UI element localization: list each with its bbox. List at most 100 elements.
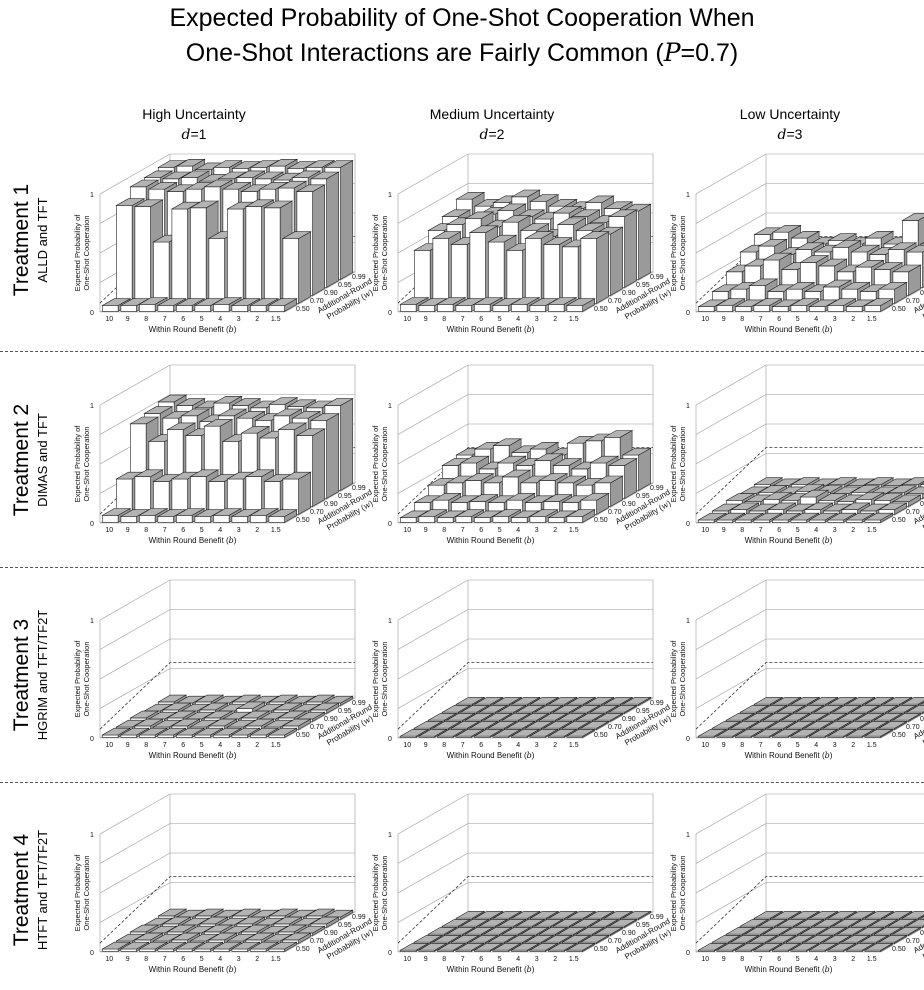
bar — [789, 728, 820, 738]
bar-top-face — [589, 705, 620, 713]
bar-top-face — [863, 729, 894, 737]
bar-top-face — [143, 406, 174, 414]
column-heading-label: Medium Uncertainty — [429, 106, 555, 122]
bar-front-face — [245, 206, 263, 304]
bar-top-face — [277, 924, 308, 933]
bar-top-face — [468, 225, 499, 233]
bar-top-face — [235, 916, 266, 925]
title-line-2-suffix: =0.7) — [680, 39, 739, 67]
w-variable: w — [660, 500, 671, 511]
bar-top-face — [533, 453, 564, 461]
b-tick-label: 7 — [461, 742, 465, 749]
z-axis-label-line-1: Expected Probability of — [73, 854, 82, 932]
bar-top-face — [193, 941, 224, 950]
w-tick-label: 0.50 — [296, 517, 310, 524]
x-axis-label: Within Round Benefit (b) — [447, 751, 535, 760]
bar-top-face — [840, 282, 871, 290]
bar — [515, 704, 546, 714]
b-tick-label: 1.5 — [867, 527, 877, 534]
bar — [715, 728, 746, 738]
bar-top-face — [491, 729, 522, 737]
gridline — [397, 793, 653, 835]
bar-top-face — [905, 705, 924, 713]
bar-top-face — [715, 298, 746, 306]
bar-top-face — [729, 935, 760, 943]
bar-top-face — [919, 482, 924, 485]
b-tick-label: 1.5 — [569, 956, 579, 963]
column-heading-d: d=1 — [44, 124, 344, 145]
bar-top-face — [138, 727, 169, 736]
bar — [570, 704, 601, 714]
panel-treatment-4-d2: 0 1 10 9 8 7 6 5 4 3 2 1.5 0.500.700.900.950.99 Withi… — [371, 793, 673, 974]
z-axis-label-line-2: One-Shot Cooperation — [678, 855, 687, 930]
bar-front-face — [437, 517, 454, 523]
d-variable: d — [777, 127, 787, 143]
z-axis-label: Expected Probability of One-Shot Cooperat… — [669, 640, 687, 718]
bar — [399, 728, 430, 738]
bar-front-face — [213, 514, 230, 523]
bar-top-face — [891, 927, 922, 935]
figure-title-line-2: One-Shot Interactions are Fairly Common … — [0, 38, 924, 68]
bar-top-face — [212, 508, 243, 516]
bar-top-face — [268, 159, 299, 167]
bar-front-face — [231, 305, 248, 312]
bar-top-face — [441, 209, 472, 217]
bar-front-face — [432, 238, 450, 304]
bar-top-face — [845, 512, 876, 521]
bar-top-face — [249, 727, 280, 736]
bar — [766, 934, 797, 944]
reference-dashed-line — [695, 447, 924, 515]
b-tick-label: 3 — [535, 956, 539, 963]
bar-top-face — [175, 398, 206, 406]
bar-top-face — [863, 298, 894, 306]
z-axis-label-line-1: Expected Probability of — [73, 214, 82, 292]
bar-front-face — [469, 232, 487, 304]
bar-front-face — [562, 246, 579, 304]
bar-top-face — [198, 916, 229, 925]
bar-top-face — [156, 941, 187, 950]
bar — [524, 934, 555, 944]
bar — [863, 728, 894, 738]
bar-top-face — [413, 935, 444, 943]
bar — [281, 932, 312, 944]
panel-treatment-4-d3: 0110987654321.50.500.700.900.950.99Withi… — [669, 793, 924, 974]
bar-front-face — [231, 734, 248, 738]
x-axis-label-close: ) — [234, 965, 237, 974]
bar-top-face — [789, 512, 820, 521]
bar-side-face — [312, 184, 325, 296]
bar-front-face — [245, 476, 263, 515]
bar-front-face — [176, 948, 193, 952]
bar-top-face — [459, 919, 490, 927]
bar-top-face — [231, 908, 262, 917]
bar-top-face — [840, 935, 871, 943]
gridline — [695, 394, 924, 435]
bar-top-face — [826, 729, 857, 737]
w-tick-label: 0.90 — [622, 501, 636, 508]
z-axis-label-line-2: One-Shot Cooperation — [678, 426, 687, 501]
x-axis-label-close: ) — [532, 325, 535, 334]
b-tick-label: 1.5 — [271, 527, 281, 534]
x-axis-label-text: Within Round Benefit ( — [149, 965, 229, 974]
b-tick-label: 3 — [535, 527, 539, 534]
b-tick-label: 5 — [796, 742, 800, 749]
bar — [868, 918, 899, 928]
b-variable: b — [825, 325, 830, 334]
bar — [887, 704, 918, 714]
z-axis-label-line-2: One-Shot Cooperation — [380, 855, 389, 930]
bar-top-face — [850, 485, 881, 493]
bar-top-face — [607, 919, 638, 927]
bar-top-face — [133, 932, 164, 941]
b-tick-label: 5 — [796, 527, 800, 534]
bar-top-face — [840, 502, 871, 511]
bar — [752, 942, 783, 952]
d-variable: d — [479, 127, 489, 143]
bar-top-face — [295, 428, 326, 436]
bar-top-face — [115, 933, 146, 942]
bar — [748, 934, 779, 944]
bar-top-face — [771, 729, 802, 737]
bar-top-face — [845, 911, 876, 919]
z-tick-label: 0 — [686, 521, 690, 528]
x-axis-label: Within Round Benefit (b) — [745, 536, 833, 545]
w-tick-label: 0.90 — [622, 930, 636, 937]
bar-front-face — [157, 516, 174, 523]
